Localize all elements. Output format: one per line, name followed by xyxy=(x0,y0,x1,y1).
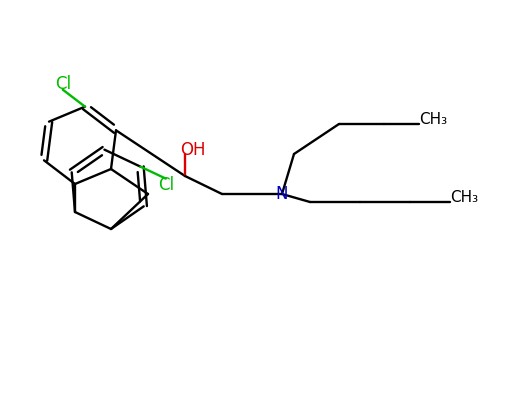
Text: CH₃: CH₃ xyxy=(419,112,447,126)
Text: Cl: Cl xyxy=(55,74,71,93)
Text: OH: OH xyxy=(180,141,206,159)
Text: N: N xyxy=(276,185,288,203)
Text: CH₃: CH₃ xyxy=(450,190,478,204)
Text: Cl: Cl xyxy=(158,176,174,193)
